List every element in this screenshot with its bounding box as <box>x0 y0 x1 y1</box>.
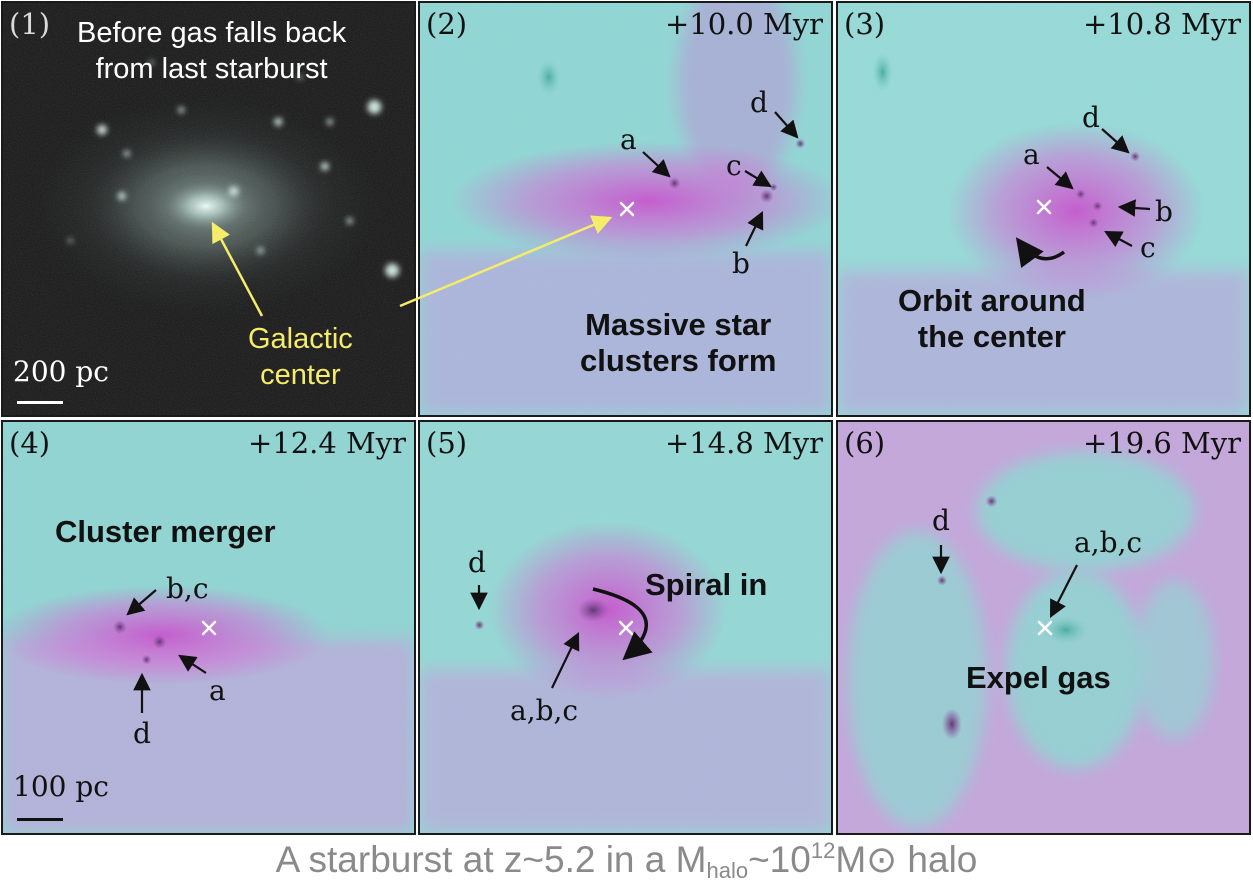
cluster-label-d: d <box>468 546 486 579</box>
scale-bar <box>17 818 63 821</box>
cluster-label-a: a <box>1023 138 1040 171</box>
scale-bar-label: 100 pc <box>13 770 109 803</box>
figure-caption: A starburst at z~5.2 in a Mhalo~1012M⊙ h… <box>0 838 1253 884</box>
caption-prefix: A starburst at z~5.2 in a M <box>275 839 707 880</box>
cluster-label-d: d <box>750 86 768 119</box>
cluster-label-a: a <box>620 123 637 156</box>
cluster-label-b: b <box>732 247 750 280</box>
panel-3: (3) +10.8 Myr a b c d Orbit around the c… <box>836 1 1251 417</box>
time-label: +10.8 Myr <box>1082 7 1241 41</box>
scale-bar <box>17 401 63 404</box>
panel-title: Before gas falls back from last starburs… <box>77 15 346 87</box>
caption-text: Massive star clusters form <box>580 307 777 378</box>
cluster-label-a: a <box>209 674 226 707</box>
panel-number: (6) <box>844 426 886 460</box>
panel-5: (5) +14.8 Myr d Spiral in a,b,c <box>418 420 833 835</box>
panel-4: (4) +12.4 Myr Cluster merger b,c a d 100… <box>1 420 416 835</box>
caption-superscript: 12 <box>810 838 836 863</box>
panel-2: (2) +10.0 Myr a c b d Massive star clust… <box>418 1 833 417</box>
gas-density-image <box>838 422 1249 833</box>
panel-caption: Orbit around the center <box>898 283 1086 355</box>
caption-text: Orbit around the center <box>898 283 1086 354</box>
time-label: +12.4 Myr <box>247 426 406 460</box>
cluster-label-b: b <box>1155 195 1173 228</box>
callout-text: Galactic center <box>248 323 353 391</box>
panel-caption: Cluster merger <box>55 514 276 549</box>
panel-6: (6) +19.6 Myr d a,b,c Expel gas <box>836 420 1251 835</box>
panel-number: (4) <box>9 426 51 460</box>
cluster-label-d: d <box>1082 101 1100 134</box>
time-label: +19.6 Myr <box>1082 426 1241 460</box>
panel-caption: Expel gas <box>966 660 1111 695</box>
caption-suffix: M⊙ halo <box>835 839 978 880</box>
caption-mid: ~10 <box>748 839 811 880</box>
time-label: +14.8 Myr <box>664 426 823 460</box>
panel-number: (3) <box>844 7 886 41</box>
panel-number: (2) <box>426 7 468 41</box>
panel-number: (5) <box>426 426 468 460</box>
cluster-label-abc: a,b,c <box>510 694 579 727</box>
panel-caption: Spiral in <box>645 567 768 602</box>
panel-title-text: Before gas falls back from last starburs… <box>77 17 347 85</box>
cluster-label-bc: b,c <box>166 572 209 605</box>
scale-bar-label: 200 pc <box>13 355 109 388</box>
panel-1: (1) Before gas falls back from last star… <box>1 1 416 417</box>
stellar-density-image <box>3 3 414 415</box>
cluster-label-d: d <box>133 717 151 750</box>
cluster-label-c: c <box>726 149 742 182</box>
cluster-label-abc: a,b,c <box>1074 526 1143 559</box>
time-label: +10.0 Myr <box>664 7 823 41</box>
caption-subscript: halo <box>706 858 749 883</box>
galactic-center-callout: Galactic center <box>248 321 353 393</box>
panel-number: (1) <box>9 7 51 41</box>
gas-density-image <box>420 422 831 833</box>
panel-caption: Massive star clusters form <box>580 307 776 379</box>
cluster-label-c: c <box>1140 231 1156 264</box>
cluster-label-d: d <box>932 504 950 537</box>
